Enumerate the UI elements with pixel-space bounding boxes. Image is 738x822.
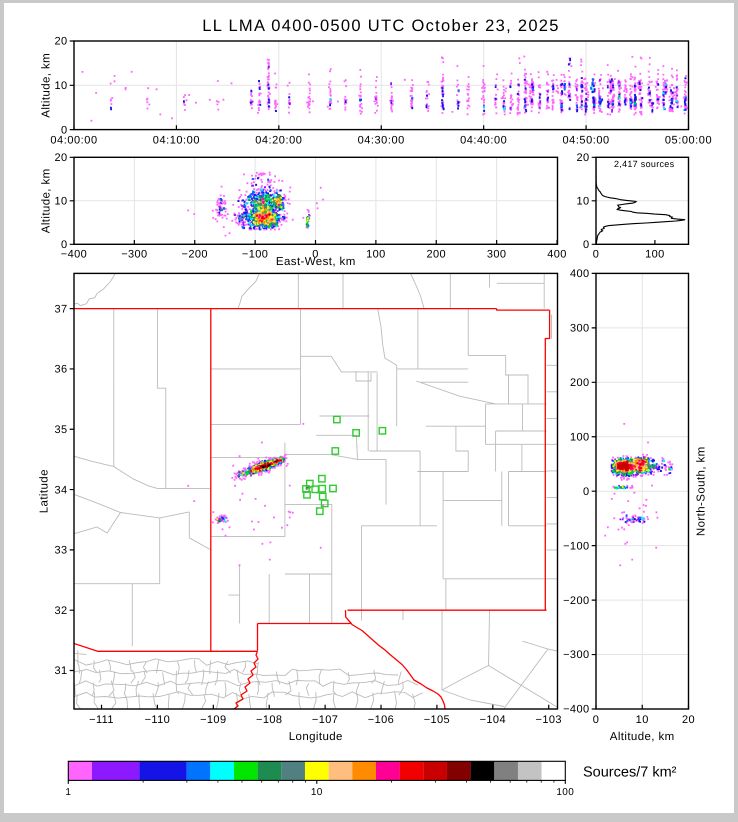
- svg-text:Latitude: Latitude: [39, 469, 51, 513]
- svg-text:100: 100: [556, 787, 574, 798]
- svg-text:Altitude, km: Altitude, km: [41, 53, 53, 118]
- svg-text:04:10:00: 04:10:00: [153, 135, 200, 147]
- svg-text:−400: −400: [61, 249, 87, 261]
- svg-text:05:00:00: 05:00:00: [665, 135, 712, 147]
- svg-text:04:20:00: 04:20:00: [255, 135, 302, 147]
- svg-text:100: 100: [366, 249, 386, 261]
- svg-text:−100: −100: [242, 249, 268, 261]
- svg-text:300: 300: [487, 249, 507, 261]
- svg-text:1: 1: [65, 787, 71, 798]
- svg-text:100: 100: [645, 249, 665, 261]
- svg-text:0: 0: [583, 239, 590, 251]
- svg-text:04:00:00: 04:00:00: [50, 135, 97, 147]
- svg-text:Altitude, km: Altitude, km: [610, 731, 675, 743]
- svg-text:0: 0: [312, 249, 319, 261]
- svg-text:300: 300: [570, 323, 590, 335]
- svg-text:0: 0: [583, 486, 590, 498]
- svg-text:20: 20: [682, 714, 695, 726]
- svg-text:35: 35: [54, 424, 67, 436]
- svg-text:33: 33: [54, 545, 67, 557]
- svg-text:04:40:00: 04:40:00: [460, 135, 507, 147]
- svg-text:Altitude, km: Altitude, km: [41, 168, 53, 233]
- svg-text:−106: −106: [368, 714, 394, 726]
- svg-text:04:30:00: 04:30:00: [358, 135, 405, 147]
- svg-text:37: 37: [54, 303, 67, 315]
- svg-text:36: 36: [54, 364, 67, 376]
- svg-text:100: 100: [570, 431, 590, 443]
- svg-text:10: 10: [636, 714, 649, 726]
- svg-text:32: 32: [54, 605, 67, 617]
- svg-text:400: 400: [570, 268, 590, 280]
- svg-text:200: 200: [570, 377, 590, 389]
- svg-text:−104: −104: [480, 714, 506, 726]
- svg-text:LL LMA 0400-0500 UTC October 2: LL LMA 0400-0500 UTC October 23, 2025: [202, 17, 560, 35]
- svg-text:Longitude: Longitude: [289, 731, 343, 743]
- svg-text:20: 20: [576, 152, 589, 164]
- svg-text:−200: −200: [563, 595, 589, 607]
- svg-text:−108: −108: [256, 714, 282, 726]
- svg-text:34: 34: [54, 484, 67, 496]
- svg-text:−109: −109: [200, 714, 226, 726]
- svg-text:East-West, km: East-West, km: [276, 256, 356, 268]
- svg-text:31: 31: [54, 665, 67, 677]
- svg-text:−100: −100: [563, 540, 589, 552]
- svg-text:−105: −105: [424, 714, 450, 726]
- svg-text:Sources/7 km²: Sources/7 km²: [583, 765, 677, 781]
- svg-text:10: 10: [576, 196, 589, 208]
- svg-text:−103: −103: [536, 714, 562, 726]
- svg-text:10: 10: [311, 787, 323, 798]
- svg-text:−300: −300: [563, 649, 589, 661]
- svg-text:20: 20: [54, 36, 67, 48]
- svg-text:−400: −400: [563, 704, 589, 716]
- svg-text:−200: −200: [182, 249, 208, 261]
- svg-text:2,417 sources: 2,417 sources: [614, 159, 675, 169]
- svg-text:−107: −107: [312, 714, 338, 726]
- svg-text:0: 0: [61, 124, 68, 136]
- svg-text:400: 400: [547, 249, 567, 261]
- svg-text:0: 0: [61, 239, 68, 251]
- svg-text:10: 10: [54, 80, 67, 92]
- svg-text:−300: −300: [121, 249, 147, 261]
- svg-text:04:50:00: 04:50:00: [562, 135, 609, 147]
- svg-text:0: 0: [593, 249, 600, 261]
- svg-text:10: 10: [54, 196, 67, 208]
- svg-text:200: 200: [427, 249, 447, 261]
- svg-text:20: 20: [54, 152, 67, 164]
- svg-text:0: 0: [593, 714, 600, 726]
- svg-text:−110: −110: [145, 714, 171, 726]
- svg-text:North-South, km: North-South, km: [696, 446, 708, 536]
- svg-text:−111: −111: [89, 714, 114, 726]
